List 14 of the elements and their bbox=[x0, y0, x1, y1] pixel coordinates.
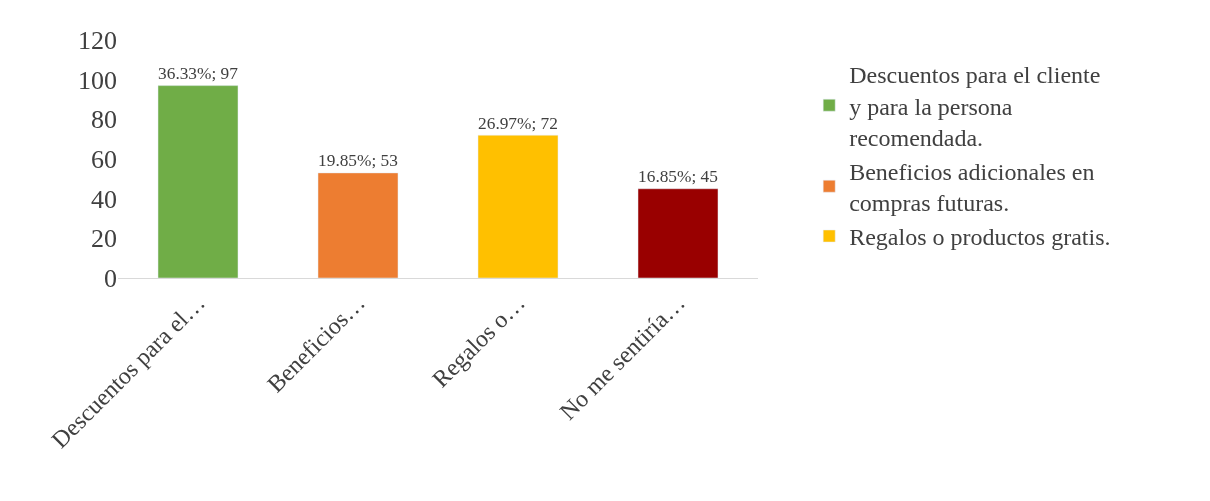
y-tick-label: 60 bbox=[91, 145, 117, 175]
data-label: 36.33%; 97 bbox=[158, 64, 239, 84]
y-tick-label: 120 bbox=[78, 26, 117, 56]
legend-label: Beneficios adicionales en compras futuras. bbox=[849, 158, 1095, 217]
y-tick-label: 20 bbox=[91, 224, 117, 254]
legend-label: Regalos o productos gratis. bbox=[849, 224, 1111, 251]
y-tick-label: 0 bbox=[104, 264, 117, 294]
y-tick-label: 40 bbox=[91, 184, 117, 214]
y-tick-label: 100 bbox=[78, 65, 117, 95]
data-label: 26.97%; 72 bbox=[478, 113, 558, 133]
legend-label: Descuentos para el cliente y para la persona recomendada. bbox=[849, 62, 1101, 151]
data-label: 19.85%; 53 bbox=[318, 151, 398, 171]
data-label: 16.85%; 45 bbox=[638, 167, 718, 187]
y-tick-label: 80 bbox=[91, 105, 117, 135]
